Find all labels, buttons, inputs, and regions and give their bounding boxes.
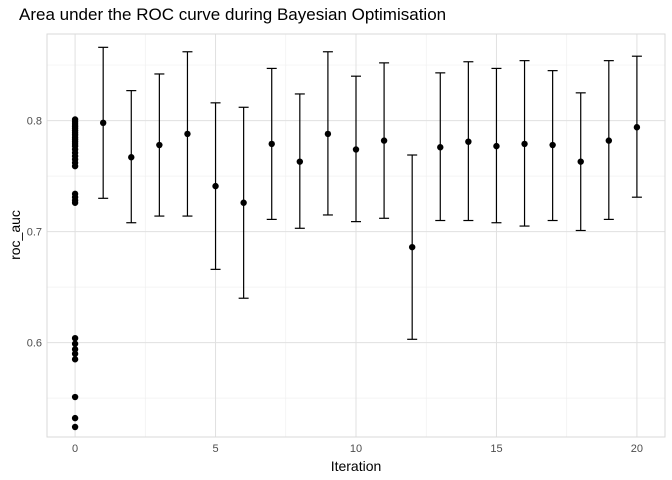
iteration-mean-point — [493, 142, 500, 150]
iteration-mean-point — [437, 144, 444, 151]
iteration-mean-point — [184, 130, 191, 138]
y-tick-label: 0.8 — [27, 116, 42, 128]
chart-title: Area under the ROC curve during Bayesian… — [19, 5, 446, 24]
initial-point — [71, 199, 79, 206]
iteration-mean-point — [465, 138, 472, 145]
iteration-mean-point — [156, 141, 163, 149]
iteration-mean-point — [521, 140, 528, 148]
iteration-mean-point — [605, 137, 613, 144]
error-bars — [98, 46, 642, 340]
x-axis-tick-labels: 0 5 10 15 20 — [72, 443, 643, 455]
iteration-mean-point — [240, 199, 247, 206]
data-points — [71, 116, 641, 431]
iteration-mean-point — [408, 243, 416, 251]
initial-point — [71, 334, 79, 342]
plot-panel-border — [46, 33, 666, 438]
iteration-mean-point — [99, 119, 107, 127]
iteration-mean-point — [324, 130, 332, 138]
initial-point — [71, 423, 79, 431]
initial-point — [71, 414, 79, 422]
iteration-mean-point — [128, 154, 135, 161]
iteration-mean-point — [296, 158, 304, 165]
iteration-mean-point — [380, 137, 388, 144]
x-axis-title: Iteration — [331, 458, 382, 474]
x-tick-label: 0 — [72, 443, 78, 455]
initial-point — [71, 340, 79, 347]
iteration-mean-point — [268, 140, 275, 148]
iteration-mean-point — [352, 146, 360, 153]
iteration-mean-point — [549, 141, 556, 149]
iteration-mean-point — [633, 124, 641, 131]
x-tick-label: 10 — [350, 443, 362, 455]
x-tick-label: 5 — [212, 443, 218, 455]
x-tick-label: 15 — [490, 443, 502, 455]
y-axis-tick-labels: 0.6 0.7 0.8 — [27, 116, 42, 350]
x-tick-label: 20 — [631, 443, 643, 455]
iteration-mean-point — [577, 158, 584, 165]
initial-point — [71, 350, 79, 357]
y-tick-label: 0.7 — [27, 227, 42, 239]
y-axis-title: roc_auc — [7, 210, 23, 260]
initial-point — [71, 162, 79, 170]
initial-point — [71, 346, 79, 353]
initial-point — [71, 393, 79, 401]
initial-point — [71, 356, 79, 363]
iteration-mean-point — [212, 182, 219, 190]
y-tick-label: 0.6 — [27, 338, 42, 350]
